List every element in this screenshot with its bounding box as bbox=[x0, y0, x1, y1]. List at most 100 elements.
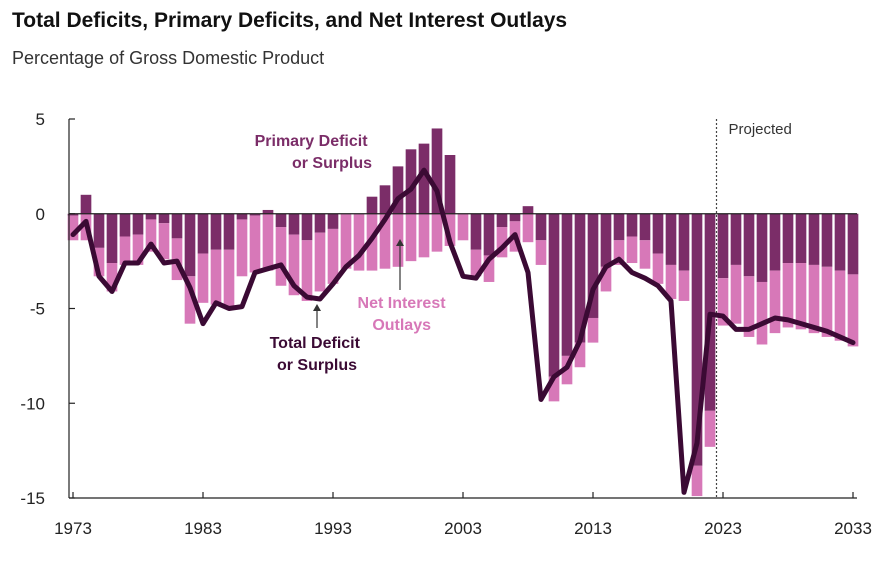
bar-primary-2024 bbox=[730, 213, 742, 265]
bar-primary-2008 bbox=[522, 206, 534, 214]
bar-net-interest-2014 bbox=[600, 266, 612, 292]
primary-annotation-line2: or Surplus bbox=[292, 155, 372, 172]
bar-primary-1984 bbox=[210, 213, 222, 250]
x-tick-label: 2003 bbox=[444, 519, 482, 538]
net-interest-annotation: Net Interest Outlays bbox=[358, 295, 450, 334]
bar-primary-1990 bbox=[288, 213, 300, 235]
total-annotation-line2: or Surplus bbox=[277, 357, 357, 374]
bar-net-interest-2021 bbox=[691, 465, 703, 497]
bar-net-interest-2015 bbox=[613, 240, 625, 265]
bar-net-interest-2029 bbox=[795, 263, 807, 330]
bar-primary-1980 bbox=[158, 213, 170, 224]
bar-primary-2026 bbox=[756, 213, 768, 282]
bar-primary-2030 bbox=[808, 213, 820, 265]
bar-net-interest-2033 bbox=[847, 274, 859, 347]
bar-net-interest-2025 bbox=[743, 276, 755, 337]
bar-net-interest-1993 bbox=[327, 228, 339, 284]
bar-net-interest-1988 bbox=[262, 213, 274, 271]
net-interest-annotation-line1: Net Interest bbox=[358, 295, 447, 312]
bar-primary-2010 bbox=[548, 213, 560, 377]
bar-net-interest-2024 bbox=[730, 264, 742, 324]
bar-primary-2023 bbox=[717, 213, 729, 279]
bar-primary-1975 bbox=[93, 213, 105, 248]
net-interest-annotation-line2: Outlays bbox=[372, 317, 431, 334]
bar-primary-2020 bbox=[678, 213, 690, 271]
bar-primary-1988 bbox=[262, 209, 274, 214]
bar-net-interest-2008 bbox=[522, 213, 534, 243]
bar-net-interest-1987 bbox=[249, 215, 261, 273]
bar-net-interest-2027 bbox=[769, 270, 781, 334]
net-interest-arrowhead bbox=[396, 239, 404, 246]
bar-primary-2009 bbox=[535, 213, 547, 241]
bar-primary-2029 bbox=[795, 213, 807, 264]
bar-net-interest-2013 bbox=[587, 317, 599, 343]
bar-net-interest-1991 bbox=[301, 240, 313, 301]
bar-net-interest-2006 bbox=[496, 227, 508, 258]
y-tick-label: -10 bbox=[20, 394, 45, 413]
series-line-total-deficit bbox=[70, 167, 856, 495]
bar-net-interest-2026 bbox=[756, 281, 768, 345]
bar-primary-2013 bbox=[587, 213, 599, 318]
x-tick-label: 1973 bbox=[54, 519, 92, 538]
bar-net-interest-1976 bbox=[106, 263, 118, 292]
chart-subtitle: Percentage of Gross Domestic Product bbox=[12, 48, 325, 68]
bar-net-interest-2010 bbox=[548, 376, 560, 402]
projected-label: Projected bbox=[729, 121, 792, 138]
bar-net-interest-1975 bbox=[93, 247, 105, 277]
bar-primary-2028 bbox=[782, 213, 794, 264]
bar-primary-1976 bbox=[106, 213, 118, 264]
bar-primary-1993 bbox=[327, 213, 339, 229]
bar-primary-2005 bbox=[483, 213, 495, 256]
bars-layer bbox=[67, 128, 859, 497]
bar-primary-2033 bbox=[847, 213, 859, 275]
bar-net-interest-1995 bbox=[353, 213, 365, 271]
y-tick-label: 0 bbox=[36, 205, 45, 224]
bar-net-interest-1998 bbox=[392, 213, 404, 267]
x-tick-label: 2023 bbox=[704, 519, 742, 538]
x-tick-label: 2013 bbox=[574, 519, 612, 538]
y-tick-label: -15 bbox=[20, 489, 45, 508]
bar-primary-1981 bbox=[171, 213, 183, 239]
bar-net-interest-1973 bbox=[67, 215, 79, 241]
bar-net-interest-1994 bbox=[340, 213, 352, 269]
bar-net-interest-1985 bbox=[223, 249, 235, 307]
bar-net-interest-2028 bbox=[782, 263, 794, 328]
bar-net-interest-1984 bbox=[210, 249, 222, 305]
bar-primary-2017 bbox=[639, 213, 651, 241]
bar-net-interest-2009 bbox=[535, 240, 547, 265]
bar-primary-1977 bbox=[119, 213, 131, 237]
y-tick-label: -5 bbox=[30, 300, 45, 319]
bar-net-interest-1978 bbox=[132, 234, 144, 265]
bar-primary-1987 bbox=[249, 213, 261, 216]
bar-primary-2011 bbox=[561, 213, 573, 356]
bar-net-interest-2012 bbox=[574, 342, 586, 368]
x-tick-label: 1993 bbox=[314, 519, 352, 538]
bar-primary-2004 bbox=[470, 213, 482, 250]
bar-net-interest-1997 bbox=[379, 213, 391, 269]
bar-primary-2018 bbox=[652, 213, 664, 254]
bar-net-interest-1979 bbox=[145, 219, 157, 252]
bar-net-interest-1983 bbox=[197, 253, 209, 303]
bar-primary-1985 bbox=[223, 213, 235, 250]
bar-net-interest-2000 bbox=[418, 213, 430, 258]
bar-net-interest-1986 bbox=[236, 219, 248, 277]
bar-primary-2031 bbox=[821, 213, 833, 267]
bar-primary-2002 bbox=[444, 155, 456, 214]
bar-net-interest-1992 bbox=[314, 232, 326, 292]
bar-primary-1997 bbox=[379, 185, 391, 214]
bar-net-interest-2018 bbox=[652, 253, 664, 284]
bar-net-interest-2016 bbox=[626, 236, 638, 264]
bar-net-interest-2003 bbox=[457, 213, 469, 241]
bar-primary-1996 bbox=[366, 196, 378, 214]
bar-net-interest-2017 bbox=[639, 240, 651, 269]
bar-primary-1998 bbox=[392, 166, 404, 214]
bar-primary-2027 bbox=[769, 213, 781, 271]
bar-primary-1989 bbox=[275, 213, 287, 228]
bar-net-interest-2005 bbox=[483, 255, 495, 282]
bar-net-interest-1982 bbox=[184, 276, 196, 324]
bar-primary-2021 bbox=[691, 213, 703, 466]
bar-net-interest-2019 bbox=[665, 264, 677, 300]
bar-primary-2015 bbox=[613, 213, 625, 241]
bar-primary-1982 bbox=[184, 213, 196, 277]
